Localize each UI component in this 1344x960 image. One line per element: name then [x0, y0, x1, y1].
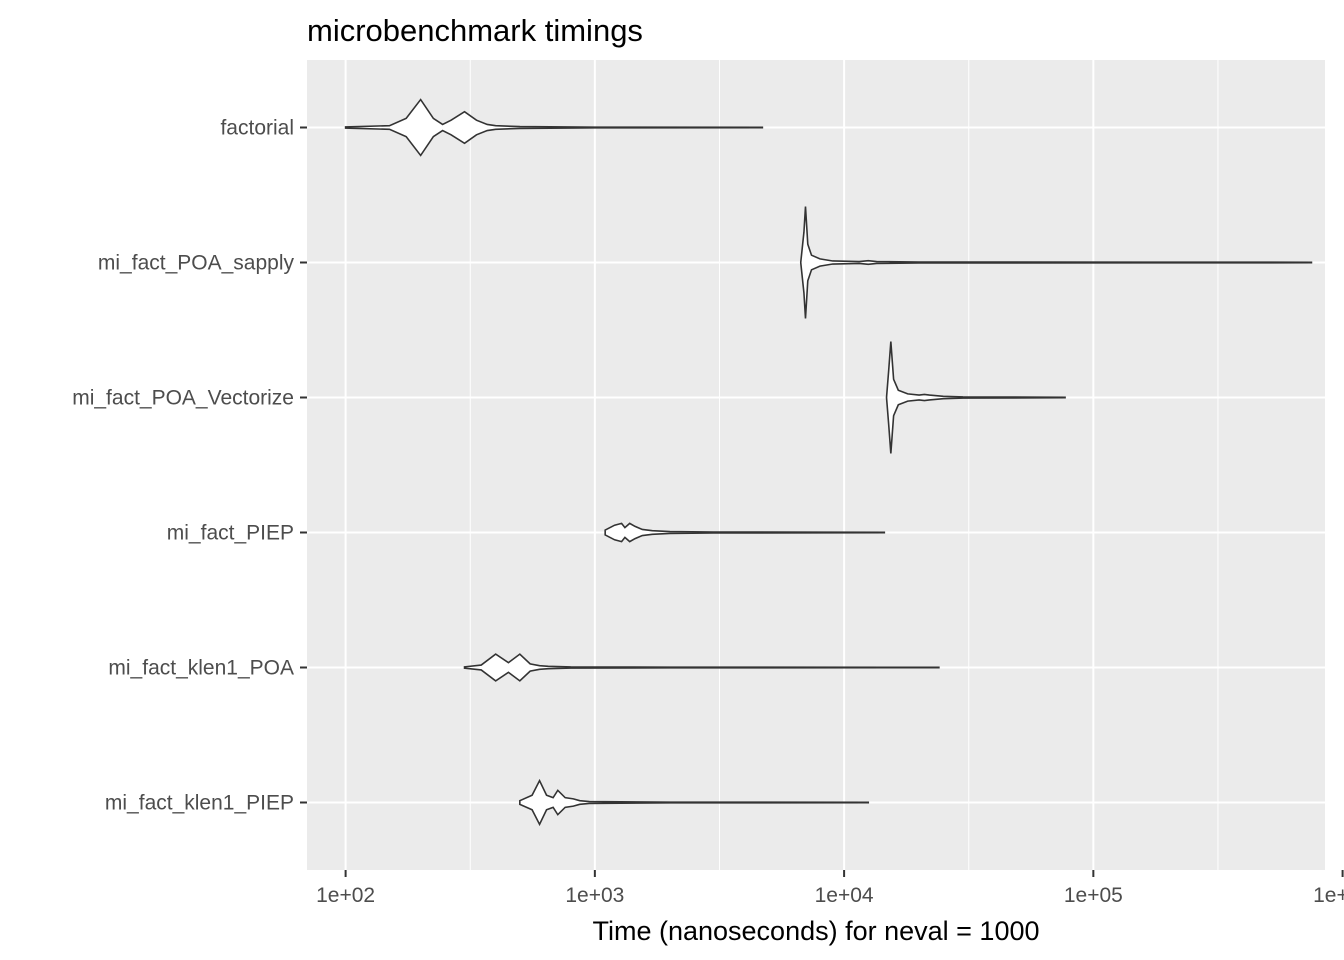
y-tick-label: mi_fact_POA_sapply: [98, 252, 295, 275]
violin-mi_fact_POA_sapply: [799, 206, 1313, 319]
x-tick-label: 1e+02: [316, 884, 375, 907]
violin-factorial: [344, 98, 764, 157]
x-tick-label: 1e+06: [1313, 884, 1344, 907]
violins: [344, 98, 1313, 827]
y-tick-label: mi_fact_klen1_PIEP: [105, 792, 294, 815]
axes: 1e+02 1e+03 1e+04 1e+05 1e+06 factorial mi_fac…: [72, 117, 1344, 908]
y-tick-label: mi_fact_PIEP: [167, 522, 294, 545]
y-tick-label: factorial: [220, 117, 294, 140]
y-tick-label: mi_fact_klen1_POA: [108, 657, 294, 680]
x-tick-label: 1e+04: [815, 884, 874, 907]
violin-mi_fact_klen1_POA: [463, 653, 940, 682]
x-axis-title: Time (nanoseconds) for neval = 1000: [592, 916, 1039, 946]
x-tick-label: 1e+03: [565, 884, 624, 907]
y-tick-label: mi_fact_POA_Vectorize: [72, 387, 294, 410]
x-tick-label: 1e+05: [1064, 884, 1123, 907]
plot-panel: [307, 60, 1325, 870]
violin-mi_fact_POA_Vectorize: [885, 341, 1066, 454]
violin-mi_fact_PIEP: [604, 522, 886, 543]
violin-mi_fact_klen1_PIEP: [519, 778, 870, 827]
chart-title: microbenchmark timings: [307, 13, 643, 48]
